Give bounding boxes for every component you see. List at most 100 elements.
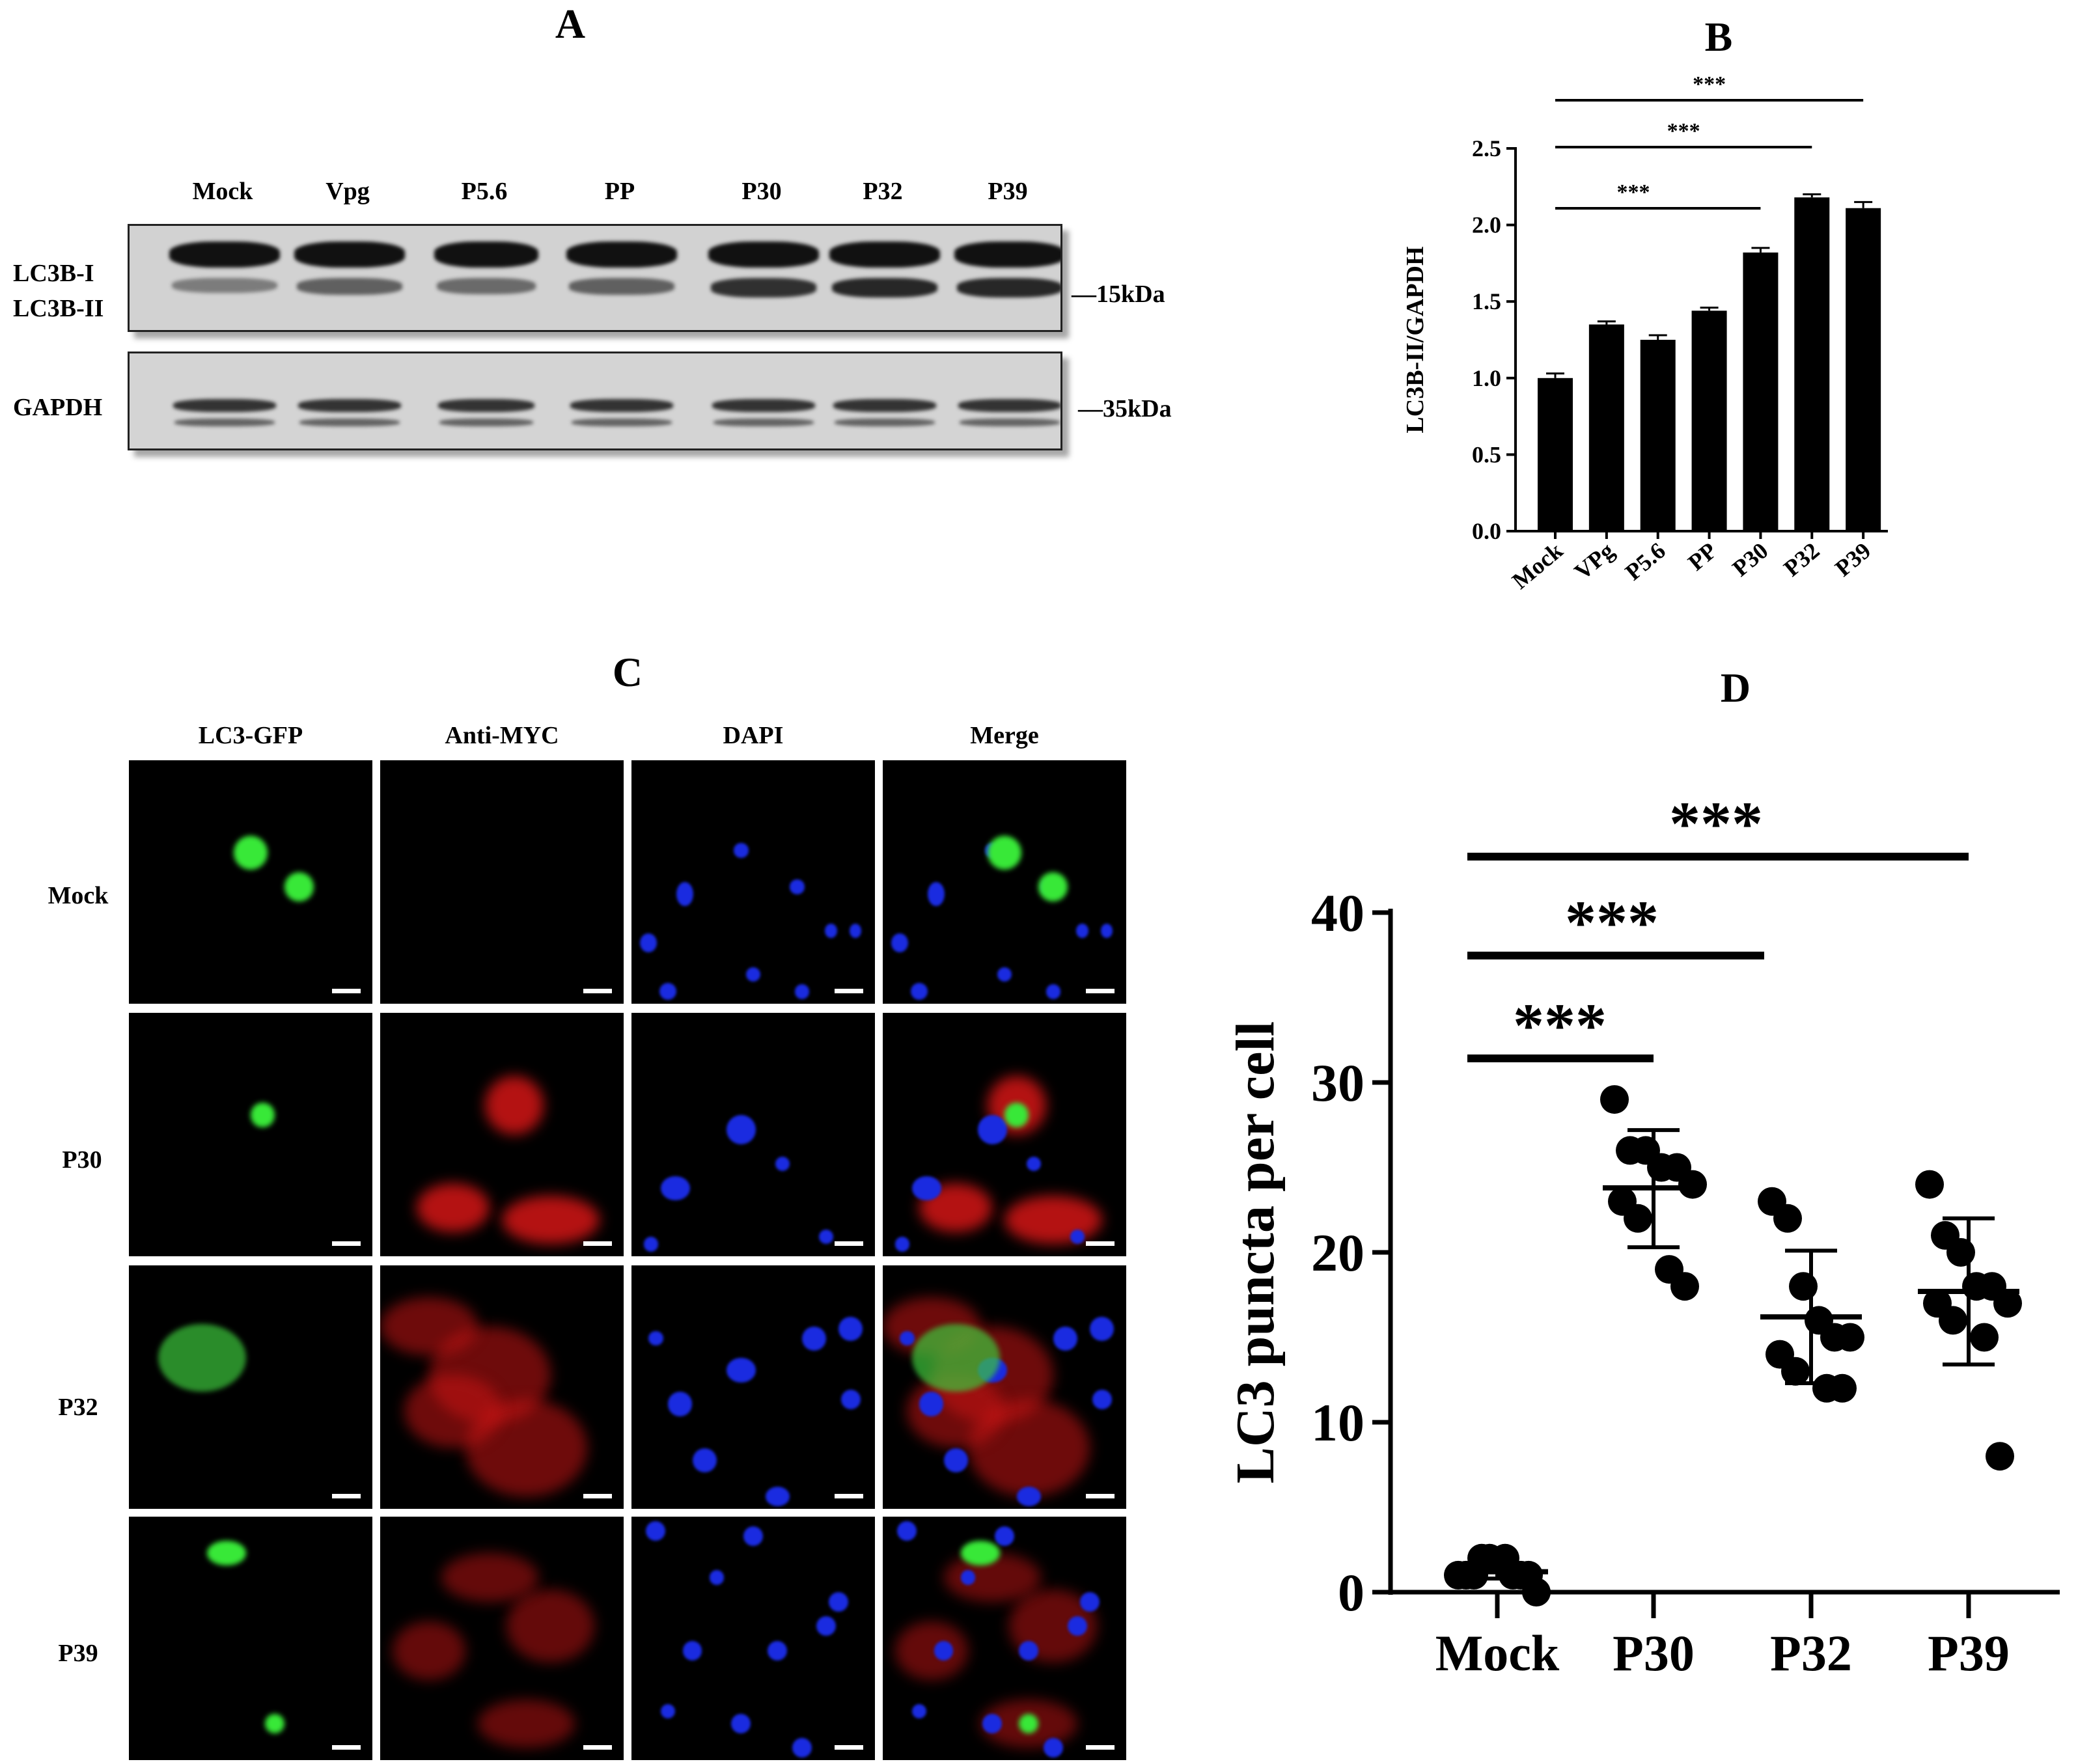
- dapi-nucleus: [726, 1358, 756, 1383]
- gapdh-label: GAPDH: [13, 394, 103, 421]
- bar: [1588, 324, 1624, 531]
- scale-bar: [583, 989, 612, 993]
- dapi-nucleus: [775, 1156, 790, 1172]
- dapi-nucleus: [934, 1640, 954, 1661]
- lc3-marker: —15kDa: [1072, 281, 1165, 308]
- y-tick-label: 0: [1338, 1563, 1364, 1622]
- significance-label: ***: [1513, 991, 1607, 1060]
- data-point: [1773, 1204, 1802, 1233]
- lane-label: PP: [604, 178, 635, 205]
- lc3-blot: [128, 224, 1062, 332]
- dapi-nucleus: [911, 1703, 927, 1719]
- lc3b-i-band: [708, 241, 819, 268]
- micrograph-tile: [380, 1013, 624, 1256]
- micrograph-tile: [631, 760, 875, 1004]
- lc3b-i-band: [169, 241, 280, 268]
- lane-label: P39: [988, 178, 1028, 205]
- y-tick-label: 2.0: [1472, 212, 1501, 238]
- row-header: P32: [58, 1394, 98, 1421]
- significance-label: ***: [1669, 789, 1763, 859]
- dapi-nucleus: [790, 879, 805, 894]
- data-point: [1624, 1204, 1652, 1233]
- x-tick-label: P39: [1928, 1625, 2010, 1681]
- y-axis-label: LC3B-II/GAPDH: [1402, 246, 1429, 433]
- scale-bar: [1086, 1745, 1115, 1750]
- lane-label: P5.6: [461, 178, 508, 205]
- data-point: [1993, 1289, 2022, 1318]
- myc-signal: [392, 1621, 465, 1680]
- dapi-nucleus: [840, 1389, 861, 1409]
- myc-signal: [404, 1375, 502, 1448]
- scale-bar: [583, 1241, 612, 1246]
- x-tick-label: P30: [1613, 1625, 1695, 1681]
- bar: [1846, 208, 1881, 531]
- dapi-nucleus: [1092, 1389, 1112, 1409]
- data-point: [1467, 1543, 1496, 1573]
- data-point: [1946, 1238, 1975, 1267]
- micrograph-tile: [883, 1013, 1126, 1256]
- scale-bar: [1086, 1494, 1115, 1498]
- micrograph-tile: [883, 1517, 1126, 1760]
- dapi-nucleus: [709, 1570, 725, 1585]
- x-tick-label: VPg: [1570, 537, 1619, 585]
- significance-label: ***: [1617, 180, 1650, 204]
- micrograph-tile: [129, 1013, 372, 1256]
- dapi-nucleus: [1046, 984, 1061, 999]
- bar: [1691, 310, 1727, 531]
- scale-bar: [1086, 1241, 1115, 1246]
- panel-a-letter: A: [555, 1, 586, 47]
- gfp-signal: [206, 1541, 246, 1565]
- gfp-signal: [251, 1103, 275, 1127]
- dapi-nucleus: [765, 1487, 790, 1507]
- myc-signal: [380, 1297, 478, 1356]
- dapi-nucleus: [731, 1713, 751, 1733]
- micrograph-tile: [883, 1265, 1126, 1509]
- lc3b-ii-label: LC3B-II: [13, 295, 104, 322]
- dapi-nucleus: [816, 1616, 837, 1636]
- myc-signal: [484, 1076, 544, 1135]
- scale-bar: [332, 1745, 361, 1750]
- gapdh-marker: —35kDa: [1078, 395, 1172, 422]
- gfp-signal: [1038, 872, 1068, 902]
- y-tick-label: 10: [1311, 1393, 1364, 1452]
- panel-d-letter: D: [1720, 665, 1751, 711]
- dapi-nucleus: [668, 1392, 693, 1416]
- scale-bar: [835, 989, 863, 993]
- myc-signal: [441, 1553, 539, 1602]
- dapi-nucleus: [919, 1392, 944, 1416]
- dapi-nucleus: [1076, 923, 1089, 939]
- dapi-nucleus: [794, 984, 810, 999]
- data-point: [1789, 1272, 1818, 1301]
- gapdh-band: [833, 399, 936, 412]
- data-point: [1939, 1306, 1967, 1335]
- scale-bar: [332, 1494, 361, 1498]
- micrograph-tile: [380, 760, 624, 1004]
- dapi-nucleus: [768, 1640, 788, 1661]
- lc3b-i-label: LC3B-I: [13, 260, 94, 287]
- gapdh-band: [712, 399, 815, 412]
- data-point: [1915, 1170, 1944, 1199]
- y-tick-label: 0.0: [1472, 518, 1501, 544]
- gfp-signal: [1019, 1713, 1039, 1733]
- column-header: Anti-MYC: [445, 722, 559, 749]
- gapdh-blot: [128, 351, 1062, 450]
- panel-c-letter: C: [612, 649, 643, 695]
- data-point: [1836, 1323, 1864, 1352]
- myc-signal: [894, 1621, 968, 1680]
- gapdh-lower-band: [572, 419, 672, 426]
- dapi-nucleus: [734, 843, 749, 858]
- x-tick-label: P32: [1779, 537, 1824, 581]
- lc3b-ii-band: [711, 278, 816, 297]
- x-tick-label: Mock: [1507, 537, 1568, 594]
- gapdh-band: [958, 399, 1060, 412]
- column-header: Merge: [970, 722, 1039, 749]
- data-point: [1514, 1560, 1543, 1590]
- scale-bar: [332, 1241, 361, 1246]
- lane-label: P30: [741, 178, 782, 205]
- scale-bar: [835, 1494, 863, 1498]
- x-tick-label: P5.6: [1620, 537, 1670, 585]
- dapi-nucleus: [1070, 1229, 1085, 1245]
- significance-label: ***: [1693, 72, 1726, 96]
- dapi-nucleus: [943, 1448, 968, 1472]
- dapi-nucleus: [849, 923, 862, 939]
